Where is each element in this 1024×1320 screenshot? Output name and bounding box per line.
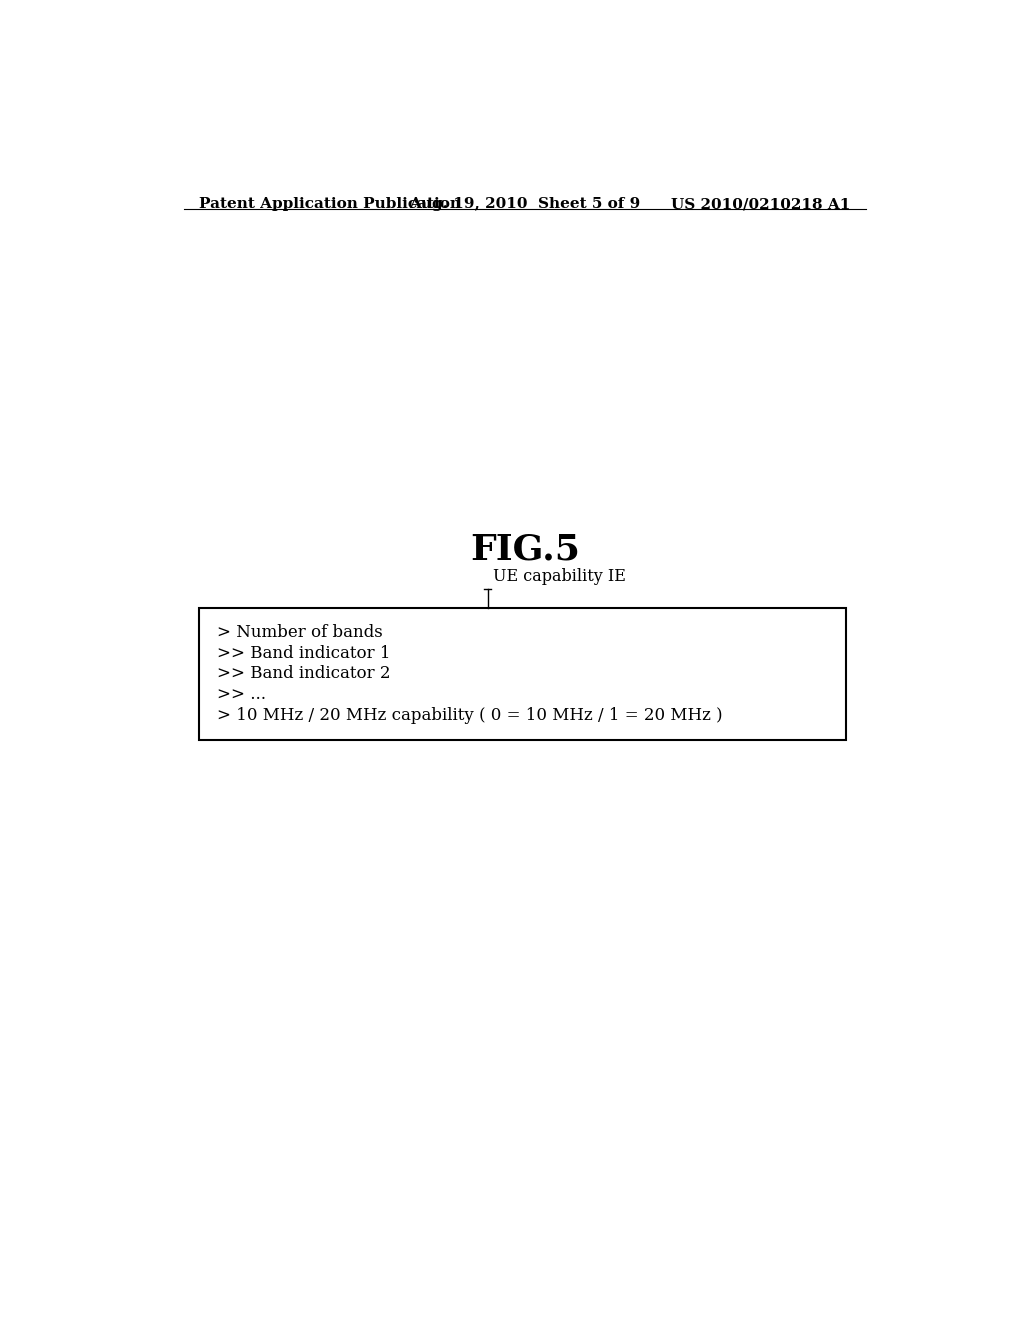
Text: Aug. 19, 2010  Sheet 5 of 9: Aug. 19, 2010 Sheet 5 of 9 (410, 197, 640, 211)
Text: >> Band indicator 2: >> Band indicator 2 (217, 665, 390, 682)
Text: > 10 MHz / 20 MHz capability ( 0 = 10 MHz / 1 = 20 MHz ): > 10 MHz / 20 MHz capability ( 0 = 10 MH… (217, 706, 723, 723)
Text: >> ...: >> ... (217, 686, 266, 704)
Text: FIG.5: FIG.5 (470, 532, 580, 566)
Text: Patent Application Publication: Patent Application Publication (200, 197, 462, 211)
Text: US 2010/0210218 A1: US 2010/0210218 A1 (671, 197, 850, 211)
Text: >> Band indicator 1: >> Band indicator 1 (217, 644, 390, 661)
Text: UE capability IE: UE capability IE (494, 569, 626, 585)
Text: > Number of bands: > Number of bands (217, 624, 383, 642)
Bar (200, 607, 846, 739)
